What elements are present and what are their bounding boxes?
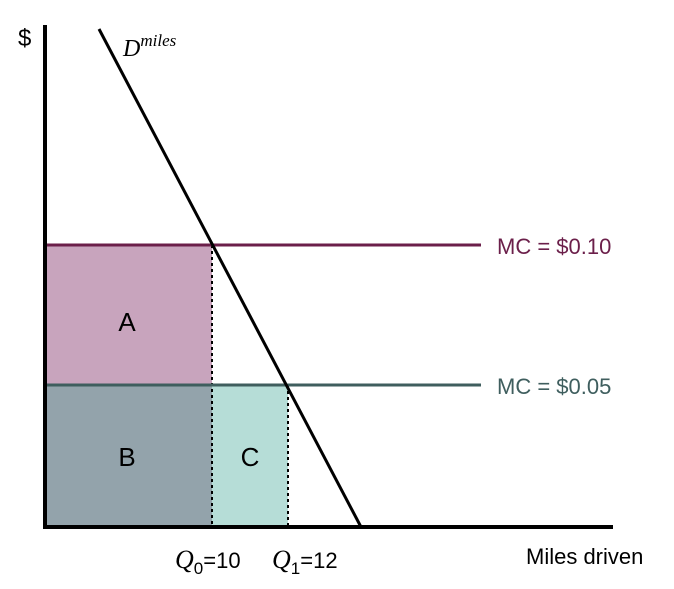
area-b-rect [45,385,212,527]
demand-label-main: D [122,36,140,62]
area-a-label: A [118,307,136,337]
q0-label: Q0=10 [175,545,241,578]
mc-high-label: MC = $0.10 [497,234,611,259]
area-b-label: B [118,442,135,472]
demand-label-sup: miles [140,31,176,50]
q1-value: =12 [300,548,337,573]
demand-curve [97,28,363,528]
area-a-rect [45,245,212,385]
area-c-label: C [241,442,260,472]
y-axis-label: $ [18,25,31,52]
q0-value: =10 [203,548,240,573]
q1-symbol: Q [272,545,291,574]
q0-symbol: Q [175,545,194,574]
q1-label: Q1=12 [272,545,338,578]
x-axis-label: Miles driven [526,544,643,569]
demand-label: Dmiles [122,31,177,62]
q1-subscript: 1 [291,559,300,578]
mc-low-label: MC = $0.05 [497,374,611,399]
q0-subscript: 0 [194,559,203,578]
area-c-rect [212,385,288,527]
